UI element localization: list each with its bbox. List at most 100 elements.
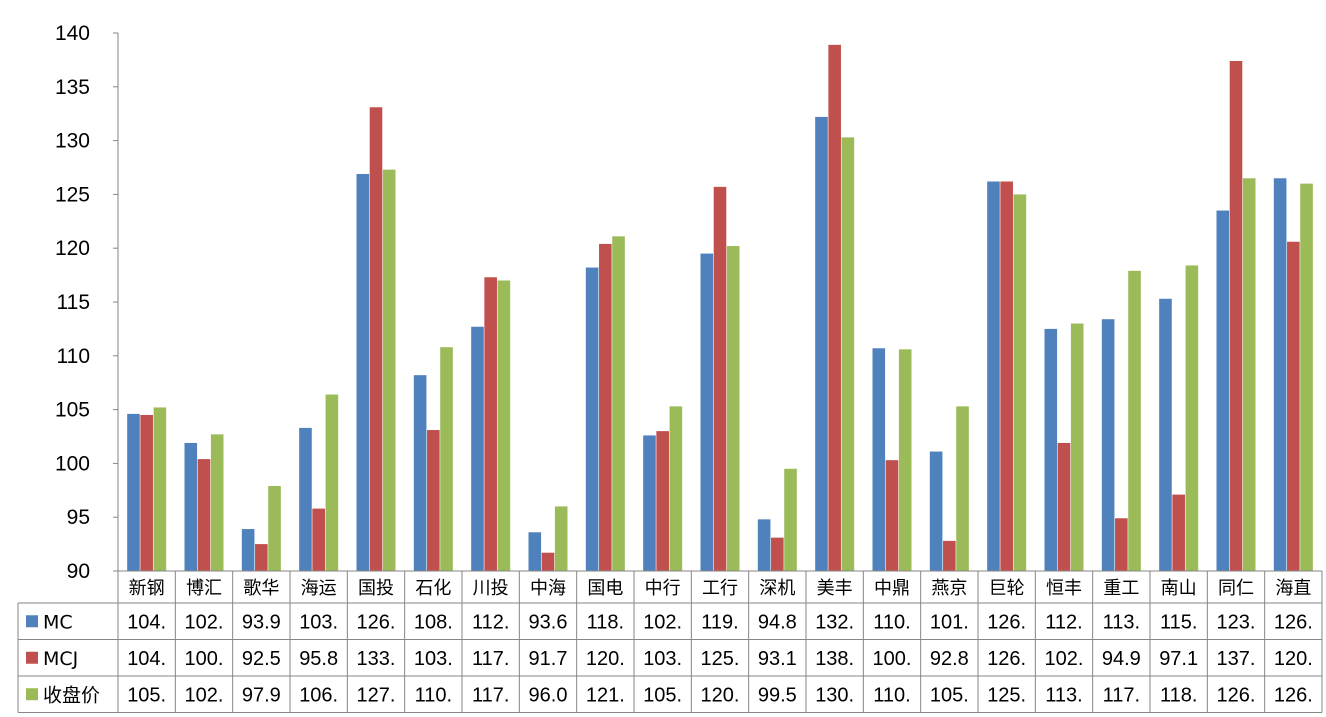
table-cell-MC: 115. bbox=[1160, 611, 1197, 633]
bar-收盘价-深机 bbox=[784, 468, 797, 571]
table-cell-收盘价: 99.5 bbox=[758, 684, 797, 706]
table-cell-收盘价: 120. bbox=[701, 684, 740, 706]
bar-MC-恒丰 bbox=[1044, 328, 1058, 571]
table-cell-MC: 132. bbox=[815, 611, 854, 633]
bar-MCJ-燕京 bbox=[943, 540, 956, 571]
bar-MC-国投 bbox=[356, 173, 370, 571]
bar-收盘价-石化 bbox=[440, 347, 453, 571]
legend-swatch-收盘价 bbox=[26, 688, 38, 701]
bar-收盘价-海直 bbox=[1300, 183, 1313, 571]
bar-MC-石化 bbox=[413, 375, 427, 571]
bar-MC-重工 bbox=[1101, 319, 1115, 571]
bar-MC-海运 bbox=[299, 427, 312, 571]
bar-MC-博汇 bbox=[184, 442, 198, 571]
bar-MC-海直 bbox=[1273, 178, 1287, 571]
table-cell-MC: 110. bbox=[873, 611, 910, 633]
x-tick-label: 巨轮 bbox=[989, 578, 1025, 599]
bar-MCJ-歌华 bbox=[255, 544, 268, 571]
table-cell-MCJ: 133. bbox=[357, 648, 396, 670]
bar-收盘价-国投 bbox=[382, 169, 396, 571]
table-cell-MCJ: 120. bbox=[1274, 648, 1313, 670]
bar-MCJ-中鼎 bbox=[885, 460, 899, 571]
x-tick-label: 新钢 bbox=[129, 578, 165, 599]
x-tick-label: 博汇 bbox=[186, 578, 222, 599]
table-cell-MCJ: 92.8 bbox=[930, 648, 969, 670]
table-cell-MCJ: 104. bbox=[127, 648, 166, 670]
y-tick-label: 120 bbox=[55, 237, 90, 260]
table-cell-MCJ: 92.5 bbox=[242, 648, 281, 670]
bar-MCJ-南山 bbox=[1172, 494, 1185, 571]
y-tick-label: 95 bbox=[67, 506, 90, 529]
table-cell-收盘价: 125. bbox=[987, 684, 1026, 706]
bar-MCJ-重工 bbox=[1115, 518, 1128, 571]
bar-收盘价-国电 bbox=[612, 236, 625, 572]
x-tick-label: 深机 bbox=[759, 578, 795, 599]
table-cell-MCJ: 100. bbox=[185, 648, 224, 670]
legend-swatch-MC bbox=[26, 615, 38, 628]
table-cell-收盘价: 105. bbox=[930, 684, 969, 706]
legend-label-收盘价: 收盘价 bbox=[43, 684, 100, 706]
data-table: 新钢 博汇 歌华 海运 国投 石化 川投 中海 国电 中行 工行 深机 美丰 中鼎 燕京 巨轮 恒丰 重工 南山 同仁… bbox=[17, 570, 1323, 713]
x-tick-label: 海直 bbox=[1275, 578, 1311, 599]
bar-MC-川投 bbox=[471, 326, 484, 571]
x-tick-label: 歌华 bbox=[243, 578, 279, 599]
bar-MCJ-国电 bbox=[599, 243, 612, 571]
table-cell-收盘价: 96.0 bbox=[529, 684, 568, 706]
table-cell-MCJ: 120. bbox=[586, 648, 625, 670]
table-cell-MCJ: 137. bbox=[1217, 648, 1256, 670]
table-cell-MCJ: 138. bbox=[815, 648, 854, 670]
table-cell-收盘价: 105. bbox=[127, 684, 166, 706]
table-cell-收盘价: 121. bbox=[586, 684, 625, 706]
table-cell-收盘价: 102. bbox=[185, 684, 224, 706]
table-cell-收盘价: 126. bbox=[1274, 684, 1313, 706]
x-tick-label: 美丰 bbox=[817, 578, 853, 599]
x-tick-label: 工行 bbox=[702, 578, 738, 599]
table-cell-收盘价: 117. bbox=[472, 684, 509, 706]
table-cell-MC: 103. bbox=[299, 611, 338, 633]
bar-MCJ-川投 bbox=[484, 277, 497, 571]
x-tick-label: 燕京 bbox=[931, 578, 967, 599]
bar-收盘价-南山 bbox=[1185, 265, 1199, 571]
bar-MCJ-博汇 bbox=[197, 459, 211, 571]
table-cell-收盘价: 106. bbox=[299, 684, 338, 706]
x-tick-label: 国电 bbox=[587, 578, 623, 599]
table-cell-MC: 126. bbox=[1274, 611, 1313, 633]
bar-收盘价-川投 bbox=[497, 280, 511, 571]
bar-MC-国电 bbox=[585, 267, 599, 571]
bar-MC-南山 bbox=[1159, 298, 1172, 571]
bar-收盘价-燕京 bbox=[956, 406, 969, 571]
table-cell-MC: 112. bbox=[472, 611, 509, 633]
bar-MC-美丰 bbox=[815, 116, 828, 572]
x-tick-label: 恒丰 bbox=[1046, 578, 1082, 599]
table-cell-收盘价: 117. bbox=[1103, 684, 1140, 706]
table-cell-MC: 102. bbox=[643, 611, 682, 633]
x-tick-label: 中行 bbox=[645, 578, 681, 599]
bar-收盘价-中行 bbox=[669, 406, 683, 571]
table-cell-MCJ: 95.8 bbox=[299, 648, 338, 670]
bar-收盘价-中鼎 bbox=[898, 349, 912, 571]
y-tick-label: 110 bbox=[57, 345, 90, 368]
bar-收盘价-重工 bbox=[1128, 270, 1141, 571]
bar-MC-歌华 bbox=[241, 529, 255, 571]
table-cell-MC: 94.8 bbox=[758, 611, 797, 633]
bar-MC-工行 bbox=[700, 253, 714, 571]
table-cell-收盘价: 113. bbox=[1045, 684, 1082, 706]
table-cell-MC: 104. bbox=[127, 611, 166, 633]
bar-MC-新钢 bbox=[127, 413, 140, 571]
x-tick-label: 同仁 bbox=[1218, 578, 1254, 599]
table-cell-收盘价: 127. bbox=[357, 684, 396, 706]
table-cell-收盘价: 126. bbox=[1217, 684, 1256, 706]
bar-MC-深机 bbox=[757, 519, 771, 571]
table-cell-MCJ: 100. bbox=[873, 648, 912, 670]
y-tick-label: 105 bbox=[55, 399, 90, 422]
y-tick-label: 135 bbox=[55, 76, 90, 99]
bar-收盘价-新钢 bbox=[153, 407, 167, 571]
legend-swatch-MCJ bbox=[26, 651, 38, 664]
table-cell-MC: 108. bbox=[414, 611, 453, 633]
bar-MCJ-同仁 bbox=[1229, 60, 1243, 571]
bar-MC-中鼎 bbox=[872, 348, 886, 571]
table-cell-MC: 93.6 bbox=[529, 611, 568, 633]
table-cell-收盘价: 110. bbox=[873, 684, 910, 706]
bar-MC-中海 bbox=[528, 532, 542, 571]
bar-收盘价-美丰 bbox=[841, 137, 855, 571]
